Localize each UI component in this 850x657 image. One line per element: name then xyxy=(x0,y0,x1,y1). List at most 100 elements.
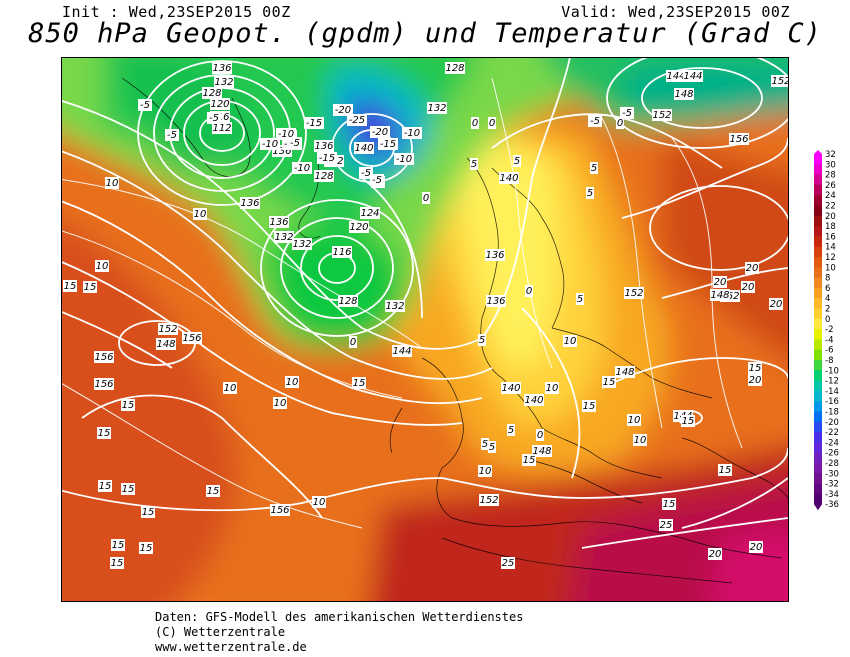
temperature-label-box xyxy=(659,519,673,531)
temperature-label: 10 xyxy=(312,496,326,508)
legend-color-band xyxy=(814,267,822,278)
temperature-value: -5 xyxy=(361,168,371,179)
geopotential-label: 152 xyxy=(652,109,672,121)
temperature-value: 10 xyxy=(194,209,207,220)
geopotential-label-box xyxy=(652,109,672,121)
temperature-label-box xyxy=(470,158,478,170)
temperature-value: 5 xyxy=(577,294,583,305)
legend-color-band xyxy=(814,473,822,484)
legend-color-band xyxy=(814,215,822,227)
legend-color-band xyxy=(814,257,822,268)
legend-tick-label: -6 xyxy=(825,346,833,356)
temperature-label-box xyxy=(359,167,373,179)
geopotential-label-box xyxy=(338,295,358,307)
temperature-value: 10 xyxy=(224,383,237,394)
geopotential-label-box xyxy=(683,70,703,82)
temperature-label-box xyxy=(488,117,496,129)
geopotential-label-box xyxy=(212,62,232,74)
geopotential-label-box xyxy=(710,289,730,301)
geopotential-label-box xyxy=(427,102,447,114)
legend-tick-label: 4 xyxy=(825,294,830,304)
temperature-value: -15 xyxy=(319,153,335,164)
temperature-value: 10 xyxy=(634,435,647,446)
temperature-label: 10 xyxy=(273,397,287,409)
legend-color-band xyxy=(814,195,822,206)
legend-bottom-arrow xyxy=(814,504,822,511)
temperature-value: -25 xyxy=(349,115,365,126)
temperature-value: 5 xyxy=(471,159,477,170)
map-canvas: 1361321281201161121361401321281241201361… xyxy=(62,58,788,601)
temperature-label-box xyxy=(748,362,762,374)
temperature-label-box xyxy=(741,281,755,293)
temperature-value: -5 xyxy=(622,108,632,119)
temperature-label-box xyxy=(98,480,112,492)
legend-tick-label: 16 xyxy=(825,232,836,242)
temperature-label-box xyxy=(83,281,97,293)
temperature-label: 10 xyxy=(478,465,492,477)
temperature-value: 10 xyxy=(546,383,559,394)
geopotential-value: 148 xyxy=(615,367,634,378)
legend-tick-label: -26 xyxy=(825,449,839,459)
geopotential-label: 132 xyxy=(427,102,447,114)
geopotential-label-box xyxy=(666,70,686,82)
geopotential-value: 128 xyxy=(202,88,221,99)
geopotential-label: 144 xyxy=(392,345,412,357)
temperature-label: -15 xyxy=(317,152,337,164)
temperature-label: 5 xyxy=(590,162,598,174)
legend-tick-label: -8 xyxy=(825,356,833,366)
temperature-label-box xyxy=(223,382,237,394)
geopotential-label-box xyxy=(479,494,499,506)
geopotential-value: 156 xyxy=(729,134,748,145)
temperature-label: -5 xyxy=(620,107,634,119)
geopotential-label-box xyxy=(349,221,369,233)
legend-tick-label: -28 xyxy=(825,459,839,469)
legend-tick-label: 8 xyxy=(825,274,830,284)
geopotential-value: 128 xyxy=(338,296,357,307)
footer-line-copyright: (C) Wetterzentrale xyxy=(155,625,286,639)
temperature-label: 15 xyxy=(602,376,616,388)
temperature-value: 10 xyxy=(96,261,109,272)
geopotential-value: 112 xyxy=(212,123,231,134)
temperature-value: -10 xyxy=(262,139,278,150)
temperature-label-box xyxy=(582,400,596,412)
geopotential-label-box xyxy=(486,295,506,307)
legend-tick-label: -32 xyxy=(825,480,839,490)
geopotential-value: 140 xyxy=(354,143,373,154)
geopotential-value: 140 xyxy=(524,395,543,406)
temperature-label: 15 xyxy=(662,498,676,510)
geopotential-label-box xyxy=(385,300,405,312)
temperature-label-box xyxy=(312,496,326,508)
temperature-value: 10 xyxy=(313,497,326,508)
temperature-label-box xyxy=(536,429,544,441)
temperature-value: 5 xyxy=(489,442,495,453)
geopotential-value: 128 xyxy=(314,171,333,182)
temperature-value: 15 xyxy=(207,486,220,497)
temperature-value: 15 xyxy=(111,558,124,569)
temperature-label: 15 xyxy=(206,485,220,497)
geopotential-value: 148 xyxy=(532,446,551,457)
geopotential-label-box xyxy=(158,323,178,335)
geopotential-label: 132 xyxy=(214,76,234,88)
geopotential-label-box xyxy=(392,345,412,357)
geopotential-label: 152 xyxy=(771,75,788,87)
temperature-value: 5 xyxy=(508,425,514,436)
legend-color-band xyxy=(814,287,822,299)
legend-color-band xyxy=(814,308,822,320)
geopotential-label-box xyxy=(729,133,749,145)
temperature-value: -5 xyxy=(372,175,382,186)
temperature-label: 5 xyxy=(586,187,594,199)
temperature-value: -20 xyxy=(335,105,351,116)
geopotential-label-box xyxy=(240,197,260,209)
legend-color-band xyxy=(814,329,822,340)
legend-color-band xyxy=(814,298,822,309)
geopotential-value: 128 xyxy=(445,63,464,74)
geopotential-value: 124 xyxy=(360,208,379,219)
temperature-label: 10 xyxy=(627,414,641,426)
temperature-label-box xyxy=(616,117,624,129)
temperature-label: 20 xyxy=(741,281,755,293)
legend-color-band xyxy=(814,360,822,371)
geopotential-value: 156 xyxy=(182,333,201,344)
temperature-value: 20 xyxy=(714,277,727,288)
geopotential-label-box xyxy=(524,394,544,406)
temperature-value: 10 xyxy=(106,178,119,189)
